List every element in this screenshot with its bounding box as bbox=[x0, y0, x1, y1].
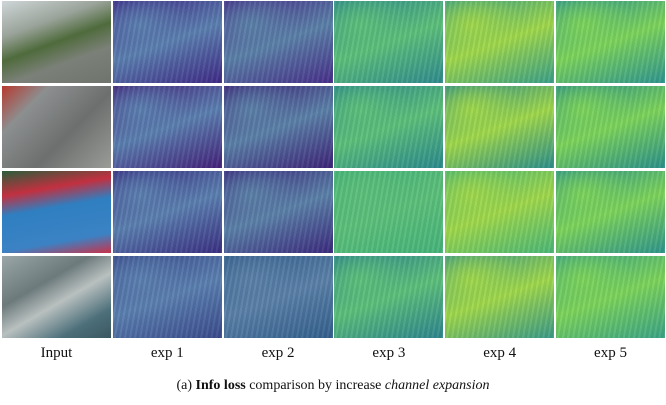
column-label: Input bbox=[2, 345, 111, 362]
caption: (a) Info loss comparison by increase cha… bbox=[0, 378, 666, 394]
feature-map bbox=[556, 1, 665, 83]
feature-map bbox=[334, 86, 443, 168]
feature-map bbox=[556, 256, 665, 338]
feature-map bbox=[445, 1, 554, 83]
caption-italic: channel expansion bbox=[385, 378, 490, 393]
input-image bbox=[2, 256, 111, 338]
feature-map bbox=[445, 256, 554, 338]
feature-map bbox=[224, 86, 333, 168]
input-image bbox=[2, 86, 111, 168]
input-image bbox=[2, 171, 111, 253]
feature-map bbox=[113, 86, 222, 168]
feature-map bbox=[334, 1, 443, 83]
caption-label: (a) bbox=[176, 378, 192, 393]
feature-map bbox=[224, 171, 333, 253]
feature-map bbox=[113, 1, 222, 83]
feature-map bbox=[113, 171, 222, 253]
feature-map bbox=[334, 171, 443, 253]
figure: Inputexp 1exp 2exp 3exp 4exp 5 (a) Info … bbox=[0, 0, 666, 405]
column-label: exp 2 bbox=[224, 345, 333, 362]
column-label: exp 4 bbox=[445, 345, 554, 362]
feature-map bbox=[445, 171, 554, 253]
feature-map bbox=[556, 86, 665, 168]
column-label: exp 1 bbox=[113, 345, 222, 362]
feature-map bbox=[224, 1, 333, 83]
feature-map bbox=[334, 256, 443, 338]
column-label: exp 5 bbox=[556, 345, 665, 362]
feature-map bbox=[113, 256, 222, 338]
column-label: exp 3 bbox=[334, 345, 443, 362]
feature-map bbox=[224, 256, 333, 338]
caption-bold: Info loss bbox=[196, 378, 246, 393]
feature-map bbox=[445, 86, 554, 168]
input-image bbox=[2, 1, 111, 83]
feature-map bbox=[556, 171, 665, 253]
caption-text: comparison by increase bbox=[249, 378, 381, 393]
